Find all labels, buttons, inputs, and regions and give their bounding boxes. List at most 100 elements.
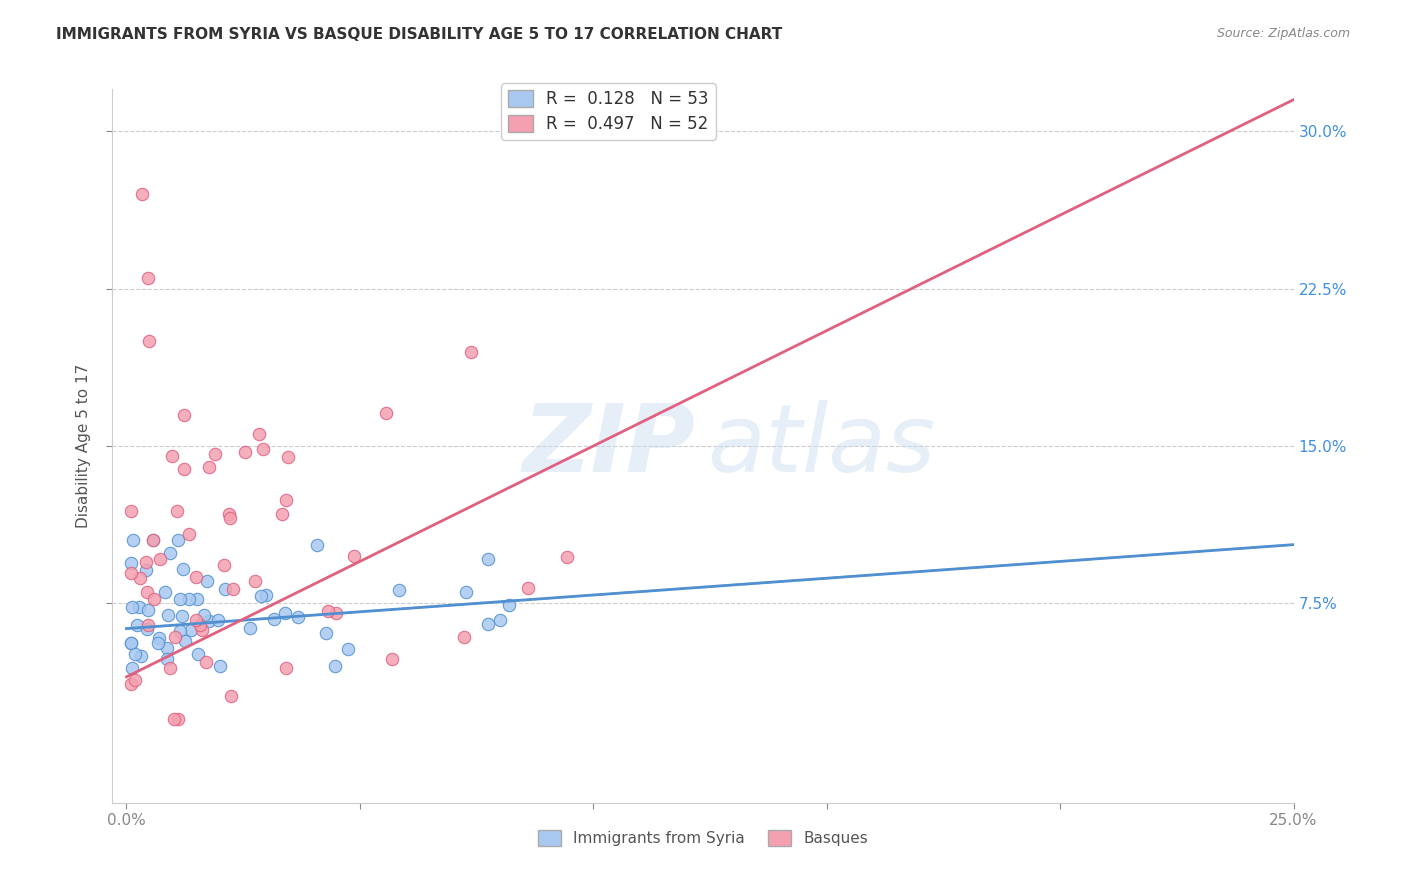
Point [212,558,235,572]
Point [305,538,328,552]
Point [166,712,188,726]
Point [186,570,208,584]
Point [156,652,179,666]
Point [186,592,208,607]
Point [323,658,346,673]
Point [249,426,271,441]
Point [120,556,142,570]
Point [125,618,148,632]
Point [517,581,540,595]
Point [198,614,221,628]
Point [124,673,146,687]
Point [142,533,165,548]
Point [252,442,274,457]
Point [156,607,179,622]
Point [193,608,215,623]
Point [274,661,297,675]
Point [179,591,201,606]
Point [162,450,184,464]
Point [136,271,159,285]
Y-axis label: Disability Age 5 to 17: Disability Age 5 to 17 [76,364,91,528]
Point [120,636,142,650]
Point [243,574,266,589]
Point [135,563,157,577]
Point [219,689,242,703]
Point [343,549,366,563]
Point [316,604,339,618]
Point [198,460,221,475]
Point [271,507,294,521]
Point [124,647,146,661]
Point [180,624,202,638]
Point [214,582,236,596]
Point [184,613,207,627]
Point [131,187,153,202]
Point [190,623,212,637]
Point [315,626,337,640]
Point [120,677,142,691]
Point [337,641,360,656]
Point [135,622,157,636]
Point [233,445,256,459]
Point [173,462,195,476]
Legend: Immigrants from Syria, Basques: Immigrants from Syria, Basques [531,824,875,852]
Point [325,606,347,620]
Point [143,592,166,607]
Point [148,631,170,645]
Point [163,631,186,645]
Point [555,549,578,564]
Point [172,562,194,576]
Point [173,408,195,422]
Point [187,647,209,661]
Point [477,616,499,631]
Point [167,533,190,548]
Point [159,546,181,560]
Point [249,589,271,603]
Text: atlas: atlas [707,401,935,491]
Point [141,533,163,548]
Text: IMMIGRANTS FROM SYRIA VS BASQUE DISABILITY AGE 5 TO 17 CORRELATION CHART: IMMIGRANTS FROM SYRIA VS BASQUE DISABILI… [56,27,783,42]
Point [498,598,520,612]
Point [121,661,143,675]
Point [460,344,482,359]
Point [204,447,226,461]
Point [138,334,160,348]
Point [188,617,211,632]
Point [159,661,181,675]
Point [274,606,297,620]
Point [218,511,240,525]
Point [380,652,402,666]
Point [177,527,200,541]
Point [135,555,157,569]
Point [163,712,186,726]
Point [489,613,512,627]
Point [120,504,142,518]
Point [129,649,152,664]
Point [195,656,218,670]
Point [120,566,142,581]
Point [156,641,179,656]
Point [169,624,191,639]
Point [277,450,299,464]
Point [129,571,152,585]
Text: ZIP: ZIP [522,400,695,492]
Point [128,600,150,615]
Point [453,630,475,644]
Point [138,618,160,632]
Point [388,582,411,597]
Text: Source: ZipAtlas.com: Source: ZipAtlas.com [1216,27,1350,40]
Point [456,585,478,599]
Point [153,584,176,599]
Point [209,659,232,673]
Point [148,636,170,650]
Point [276,492,298,507]
Point [174,634,197,648]
Point [170,608,193,623]
Point [136,603,159,617]
Point [222,582,245,596]
Point [136,585,159,599]
Point [254,588,277,602]
Point [169,591,191,606]
Point [195,574,218,588]
Point [207,614,229,628]
